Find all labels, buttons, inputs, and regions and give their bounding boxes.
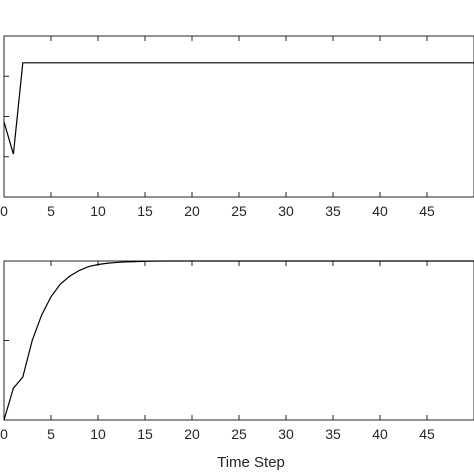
plot-1-x-tick-label: 0 — [0, 426, 8, 442]
bottom-plot: 0 5 10 15 20 25 30 35 40 45 Time Step — [0, 260, 474, 471]
plot-0-x-tick-label: 40 — [372, 203, 388, 219]
top-plot: 0 5 10 15 20 25 30 35 40 45 — [0, 35, 474, 219]
plot-0-x-tick-label: 35 — [325, 203, 341, 219]
plot-1-x-tick-label: 45 — [419, 426, 435, 442]
plot-0-x-tick-label: 10 — [90, 203, 106, 219]
plot-0-series-line — [3, 62, 474, 155]
plot-0-x-tick-label: 20 — [184, 203, 200, 219]
plot-1-x-tick-label: 40 — [372, 426, 388, 442]
plot-1-x-tick-label: 20 — [184, 426, 200, 442]
plot-1-series-line — [3, 260, 474, 421]
plot-1-x-tick-label: 15 — [137, 426, 153, 442]
plot-0-x-tick-label: 0 — [0, 203, 8, 219]
plot-0-x-tick-label: 25 — [231, 203, 247, 219]
plot-1-x-tick-label: 30 — [278, 426, 294, 442]
plot-0-x-tick-label: 15 — [137, 203, 153, 219]
plot-0-x-tick-label: 45 — [419, 203, 435, 219]
plot-1-x-tick-label: 10 — [90, 426, 106, 442]
plot-0-x-tick-label: 30 — [278, 203, 294, 219]
plot-1-axes-box — [3, 260, 474, 421]
plot-1-x-tick-label: 35 — [325, 426, 341, 442]
plot-0-axes-box — [3, 35, 474, 198]
plot-1-x-axis-title: Time Step — [217, 454, 285, 471]
plot-1-x-tick-label: 25 — [231, 426, 247, 442]
plot-0-x-tick-label: 5 — [47, 203, 55, 219]
plot-1-x-tick-label: 5 — [47, 426, 55, 442]
